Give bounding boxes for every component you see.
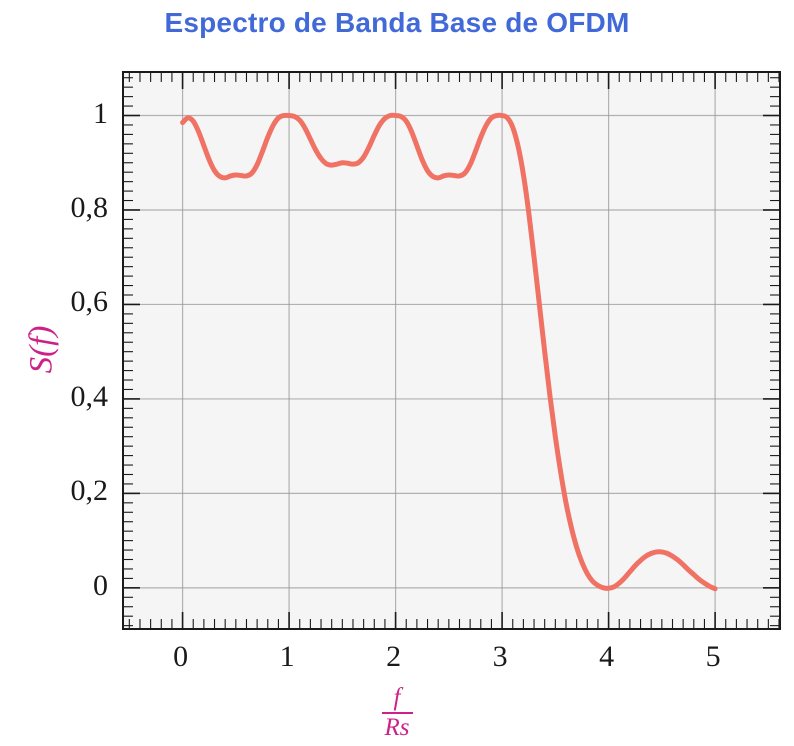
plot-canvas bbox=[124, 73, 780, 628]
y-axis-tick-label: 0,4 bbox=[70, 379, 109, 413]
y-axis-title: S(f) bbox=[24, 290, 61, 410]
x-axis-title: f Rs bbox=[0, 684, 794, 742]
x-axis-title-denominator: Rs bbox=[384, 714, 410, 742]
x-axis-tick-label: 4 bbox=[599, 640, 615, 673]
y-axis-tick-label: 1 bbox=[93, 96, 108, 130]
x-axis-tick-label: 3 bbox=[492, 640, 508, 673]
major-tick-marks bbox=[124, 73, 779, 628]
y-axis-tick-label: 0 bbox=[93, 568, 108, 602]
minor-tick-marks bbox=[124, 73, 780, 628]
x-axis-tick-label: 0 bbox=[173, 640, 189, 673]
plot-inner bbox=[124, 73, 780, 628]
data-series-group bbox=[180, 112, 718, 592]
x-axis-title-numerator: f bbox=[381, 684, 413, 715]
y-axis-tick-label: 0,2 bbox=[70, 474, 109, 508]
x-axis-tick-label: 1 bbox=[279, 640, 295, 673]
y-axis-tick-label: 0,6 bbox=[70, 285, 109, 319]
x-axis-title-fraction: f Rs bbox=[381, 684, 413, 742]
page-title: Espectro de Banda Base de OFDM bbox=[164, 7, 630, 38]
y-axis-title-text: S(f) bbox=[23, 325, 60, 374]
x-axis-tick-label: 5 bbox=[705, 640, 721, 673]
plot-area bbox=[122, 71, 781, 630]
y-axis-tick-label: 0,8 bbox=[70, 190, 109, 224]
gridlines bbox=[124, 73, 779, 628]
x-axis-tick-label: 2 bbox=[386, 640, 402, 673]
